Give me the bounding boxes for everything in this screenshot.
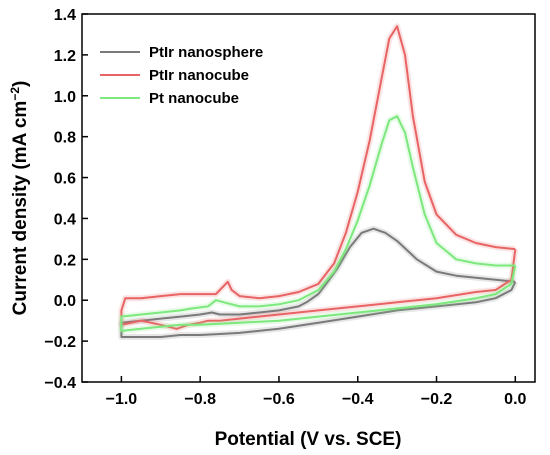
axis-ticks: −1.0 −0.8 −0.6 −0.4 −0.2 0.0 −0.4 −0.2 0.0 0.2 0.4… — [44, 7, 526, 408]
y-axis-title: Current density (mA cm−2) — [8, 81, 31, 316]
x-tick-label: −0.6 — [263, 391, 295, 408]
x-axis-title: Potential (V vs. SCE) — [215, 429, 402, 450]
y-axis-title-superscript: −2 — [8, 87, 22, 101]
legend-label-ptir-nanocube: PtIr nanocube — [149, 67, 249, 84]
x-tick-label: −0.2 — [421, 391, 453, 408]
y-tick-label: 1.4 — [54, 7, 76, 24]
y-tick-label: 0.8 — [54, 130, 76, 147]
legend-label-ptir-nanosphere: PtIr nanosphere — [149, 44, 263, 61]
y-tick-label: 0.6 — [54, 171, 76, 188]
y-tick-label: −0.2 — [44, 334, 76, 351]
legend: PtIr nanosphere PtIr nanocube Pt nanocub… — [100, 44, 263, 107]
x-tick-label: −0.4 — [342, 391, 374, 408]
x-tick-label: −1.0 — [106, 391, 138, 408]
y-tick-label: 1.0 — [54, 89, 76, 106]
y-tick-label: 1.2 — [54, 48, 76, 65]
series-line-2 — [120, 115, 517, 332]
series-line-0 — [120, 227, 517, 338]
y-tick-label: 0.0 — [54, 293, 76, 310]
y-tick-label: 0.4 — [54, 211, 76, 228]
x-tick-label: −0.8 — [184, 391, 216, 408]
y-tick-label: 0.2 — [54, 252, 76, 269]
y-axis-title-close: ) — [10, 81, 31, 87]
series-line-1 — [120, 25, 517, 330]
y-tick-label: −0.4 — [44, 375, 76, 392]
series-group — [118, 23, 519, 340]
series-halo-2 — [118, 113, 519, 334]
plot-frame — [81, 13, 536, 383]
x-tick-label: 0.0 — [504, 391, 526, 408]
legend-label-pt-nanocube: Pt nanocube — [149, 90, 239, 107]
y-axis-title-main: Current density (mA cm — [10, 101, 31, 316]
